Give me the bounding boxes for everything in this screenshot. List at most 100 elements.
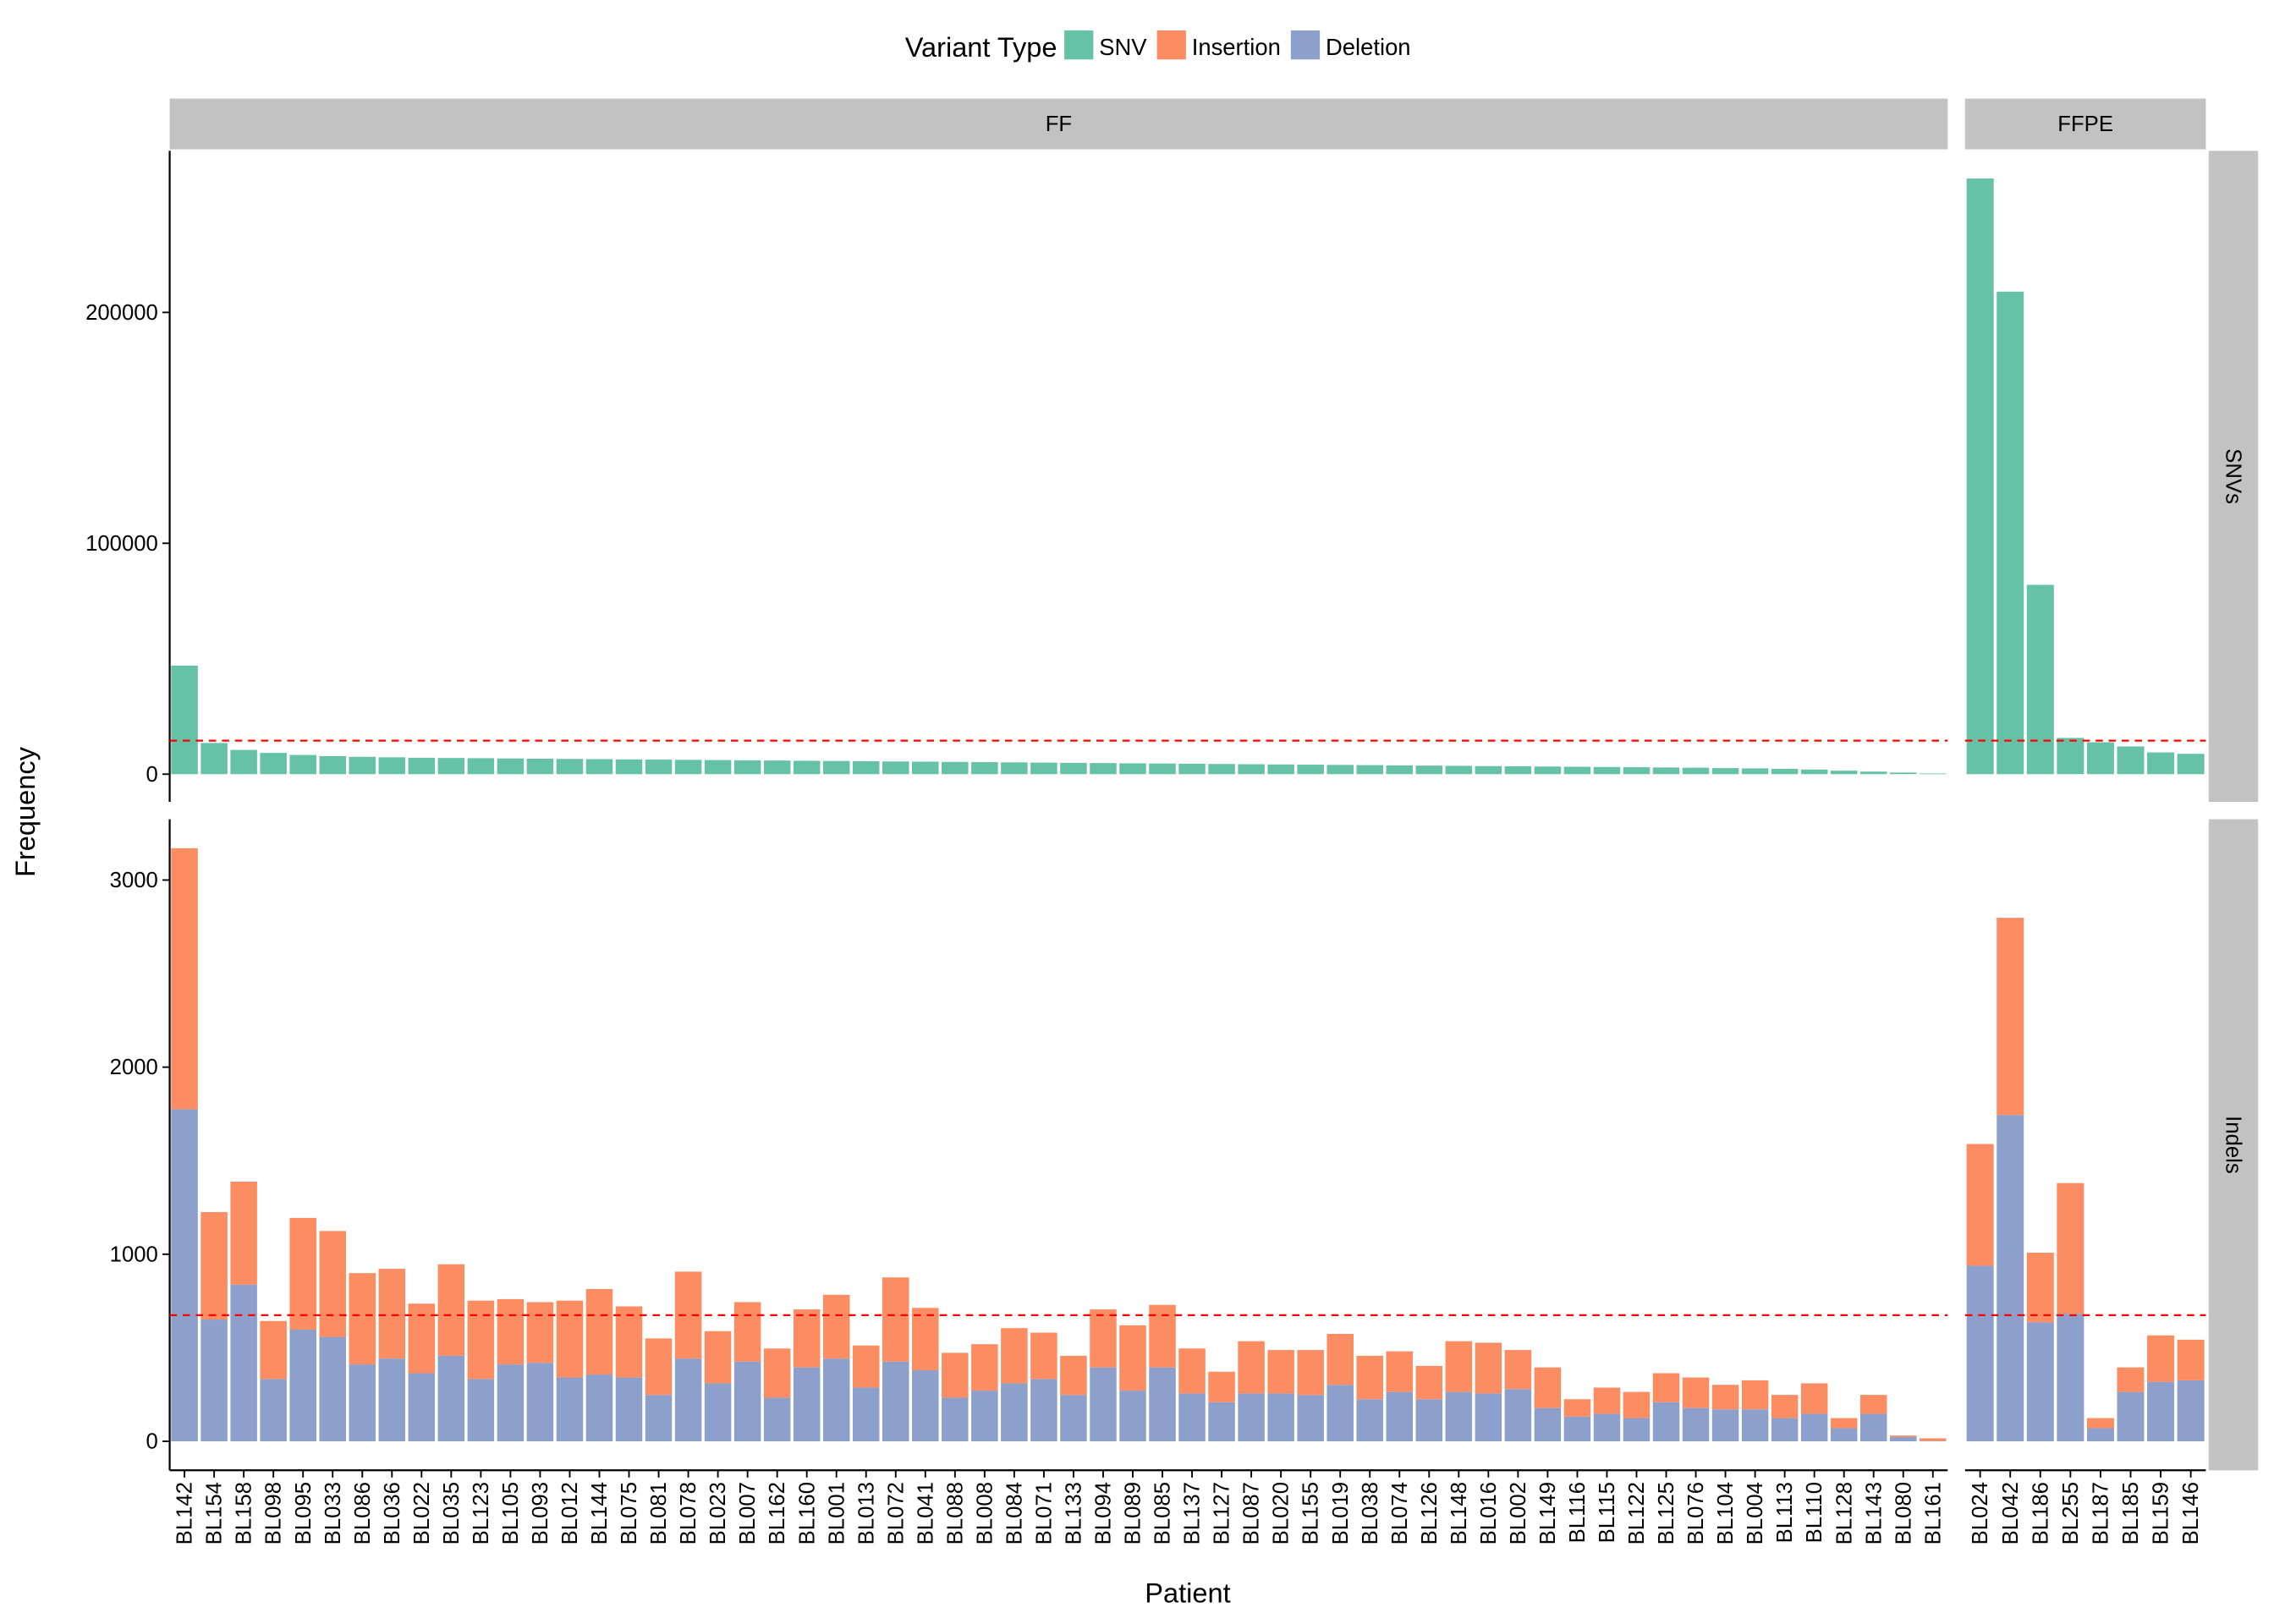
- bar-segment: [1326, 765, 1354, 775]
- bar-segment: [852, 1345, 880, 1388]
- x-tick-label: BL186: [2029, 1482, 2052, 1544]
- x-tick-label: BL013: [854, 1482, 878, 1544]
- bar-segment: [1030, 1332, 1057, 1380]
- bar-segment: [1415, 765, 1443, 775]
- x-tick-label: BL008: [973, 1482, 997, 1544]
- bar-segment: [1859, 1395, 1887, 1414]
- x-tick-label: BL161: [1921, 1482, 1945, 1544]
- bar-segment: [1997, 291, 2024, 775]
- bar-segment: [1208, 764, 1235, 775]
- x-tick-label: BL127: [1211, 1482, 1234, 1544]
- facet-label: Indels: [2221, 1116, 2244, 1174]
- bar-segment: [1830, 771, 1858, 775]
- bar-segment: [1830, 1418, 1858, 1429]
- x-tick-label: BL137: [1181, 1482, 1205, 1544]
- bar-segment: [526, 758, 554, 775]
- bar-segment: [556, 1377, 584, 1442]
- bar-segment: [1386, 1391, 1414, 1442]
- bar-segment: [1267, 1350, 1294, 1394]
- bar-segment: [615, 1306, 643, 1378]
- x-tick-label: BL012: [558, 1482, 582, 1544]
- bar-segment: [763, 760, 791, 775]
- y-tick-label: 3000: [110, 869, 158, 892]
- bar-segment: [230, 749, 257, 775]
- bar-segment: [1030, 1379, 1057, 1442]
- bar-segment: [822, 1294, 850, 1359]
- x-tick-label: BL089: [1122, 1482, 1145, 1544]
- bar-segment: [260, 1320, 287, 1380]
- bar-segment: [912, 1308, 939, 1370]
- bar-segment: [882, 1277, 909, 1362]
- bar-segment: [2057, 738, 2084, 775]
- x-tick-label: BL185: [2119, 1482, 2143, 1544]
- facet-strip: [2208, 151, 2259, 803]
- bar-segment: [1238, 764, 1265, 775]
- bar-segment: [585, 759, 613, 775]
- x-tick-label: BL113: [1773, 1482, 1797, 1543]
- bar-segment: [2086, 1428, 2114, 1442]
- facet-strip: [169, 98, 1948, 150]
- bar-segment: [378, 757, 406, 775]
- bar-segment: [1859, 1413, 1887, 1442]
- x-tick-label: BL078: [677, 1482, 700, 1544]
- bar-segment: [1830, 1428, 1858, 1442]
- x-tick-label: BL104: [1714, 1482, 1738, 1544]
- bar-segment: [1238, 1341, 1265, 1394]
- facet-label: FF: [1046, 112, 1072, 136]
- bar-segment: [852, 760, 880, 775]
- bar-segment: [408, 1373, 436, 1442]
- bar-segment: [556, 759, 584, 775]
- bar-segment: [1682, 1377, 1710, 1408]
- bar-segment: [1741, 1380, 1769, 1410]
- bar-segment: [704, 1383, 732, 1442]
- bar-segment: [852, 1387, 880, 1442]
- facet-label: FFPE: [2057, 112, 2113, 136]
- x-tick-label: BL143: [1862, 1482, 1886, 1544]
- x-tick-label: BL080: [1892, 1482, 1915, 1544]
- bar-segment: [526, 1302, 554, 1363]
- bar-segment: [1711, 1385, 1739, 1410]
- bar-segment: [1001, 1328, 1028, 1384]
- x-tick-label: BL144: [588, 1482, 612, 1544]
- bar-segment: [1534, 1367, 1562, 1408]
- bar-segment: [1297, 1395, 1324, 1442]
- bar-segment: [882, 1361, 909, 1442]
- bar-segment: [2147, 1381, 2175, 1442]
- bar-segment: [1711, 1409, 1739, 1442]
- bar-segment: [1149, 763, 1176, 775]
- bar-segment: [1356, 1355, 1383, 1400]
- x-tick-label: BL023: [706, 1482, 730, 1544]
- bar-segment: [1889, 772, 1917, 775]
- bar-segment: [1534, 1407, 1562, 1442]
- bar-segment: [378, 1358, 406, 1442]
- x-tick-label: BL110: [1803, 1482, 1826, 1543]
- x-tick-label: BL019: [1329, 1482, 1353, 1544]
- bar-segment: [1771, 768, 1799, 775]
- bar-segment: [1090, 1309, 1117, 1368]
- x-tick-label: BL004: [1744, 1482, 1767, 1544]
- bar-segment: [1889, 1435, 1917, 1437]
- bar-segment: [1267, 764, 1294, 775]
- bar-segment: [1771, 1395, 1799, 1418]
- bar-segment: [1800, 1413, 1828, 1442]
- y-tick-label: 1000: [110, 1243, 158, 1266]
- bar-segment: [2117, 1367, 2145, 1392]
- y-tick-label: 0: [146, 1430, 158, 1454]
- bar-segment: [645, 1338, 673, 1396]
- bar-segment: [1445, 765, 1473, 775]
- bar-segment: [2057, 1182, 2084, 1314]
- bar-segment: [289, 1329, 316, 1442]
- bar-segment: [1771, 1418, 1799, 1442]
- bar-segment: [1652, 1402, 1680, 1442]
- x-tick-label: BL125: [1655, 1482, 1678, 1544]
- x-tick-label: BL148: [1447, 1482, 1471, 1544]
- bar-segment: [1208, 1402, 1235, 1442]
- facet-strip: [2208, 819, 2259, 1471]
- bar-segment: [230, 1182, 257, 1285]
- bar-segment: [971, 1344, 998, 1391]
- x-tick-label: BL126: [1418, 1482, 1442, 1544]
- bar-segment: [1682, 767, 1710, 775]
- bar-segment: [349, 1273, 376, 1365]
- x-tick-label: BL133: [1063, 1482, 1086, 1544]
